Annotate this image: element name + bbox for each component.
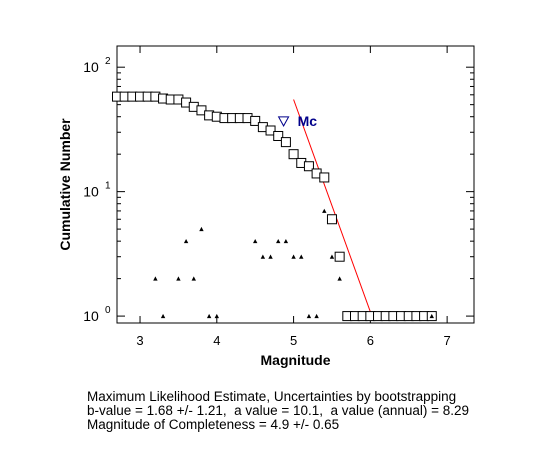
noncumulative-point bbox=[314, 313, 319, 319]
x-tick-label: 6 bbox=[367, 333, 374, 348]
noncumulative-point bbox=[260, 254, 266, 259]
noncumulative-point bbox=[276, 238, 281, 244]
cumulative-point bbox=[196, 105, 207, 116]
y-tick-exponent: 0 bbox=[105, 305, 111, 316]
noncumulative-point bbox=[268, 254, 273, 259]
x-axis-label: Magnitude bbox=[261, 352, 331, 368]
noncumulative-point bbox=[199, 226, 204, 232]
mc-marker bbox=[277, 116, 290, 127]
cumulative-point bbox=[273, 130, 284, 141]
y-tick-label: 10 bbox=[83, 59, 99, 75]
y-tick-label: 10 bbox=[83, 308, 99, 324]
cumulative-point bbox=[288, 149, 299, 160]
noncumulative-point bbox=[429, 313, 434, 319]
x-tick-label: 5 bbox=[290, 333, 297, 348]
x-tick-label: 3 bbox=[136, 333, 143, 348]
noncumulative-point bbox=[252, 238, 258, 244]
noncumulative-point bbox=[214, 313, 220, 319]
noncumulative-point bbox=[191, 276, 196, 281]
cumulative-point bbox=[334, 251, 345, 262]
caption-line-bvalue: b-value = 1.68 +/- 1.21, a value = 10.1,… bbox=[87, 403, 470, 418]
noncumulative-point bbox=[306, 313, 312, 319]
cumulative-point bbox=[250, 115, 261, 126]
noncumulative-point bbox=[299, 254, 304, 259]
noncumulative-point bbox=[322, 208, 327, 213]
noncumulative-point bbox=[206, 313, 212, 319]
cumulative-point bbox=[303, 161, 314, 172]
y-tick-exponent: 2 bbox=[105, 56, 111, 67]
chart-plot: 3 4 5 6 7 10 0 10 1 10 2 Mc Magnitude Cumulative N… bbox=[57, 45, 475, 368]
y-tick-label: 10 bbox=[83, 184, 99, 200]
cumulative-point bbox=[265, 125, 276, 136]
data-marks: Mc bbox=[112, 91, 437, 322]
x-tick-label: 4 bbox=[213, 333, 220, 348]
axis-tick-labels: 3 4 5 6 7 10 0 10 1 10 2 bbox=[83, 56, 451, 348]
noncumulative-point bbox=[176, 276, 181, 281]
noncumulative-point bbox=[291, 254, 296, 259]
noncumulative-point bbox=[283, 238, 289, 244]
fit-line bbox=[293, 99, 373, 317]
noncumulative-point bbox=[329, 254, 335, 259]
x-tick-label: 7 bbox=[444, 333, 451, 348]
noncumulative-point bbox=[183, 238, 189, 244]
noncumulative-point bbox=[337, 276, 342, 281]
y-axis-label: Cumulative Number bbox=[57, 118, 73, 251]
cumulative-point bbox=[326, 214, 337, 225]
cumulative-point bbox=[319, 172, 330, 183]
caption-line-completeness: Magnitude of Completeness = 4.9 +/- 0.65 bbox=[87, 417, 340, 432]
cumulative-point bbox=[280, 137, 291, 148]
mc-label: Mc bbox=[298, 113, 318, 129]
axis-ticks bbox=[117, 46, 474, 323]
caption-line-estimate: Maximum Likelihood Estimate, Uncertainti… bbox=[87, 389, 457, 404]
noncumulative-point bbox=[153, 276, 158, 281]
noncumulative-point bbox=[160, 313, 166, 319]
plot-frame bbox=[116, 45, 475, 324]
y-tick-exponent: 1 bbox=[105, 181, 111, 192]
